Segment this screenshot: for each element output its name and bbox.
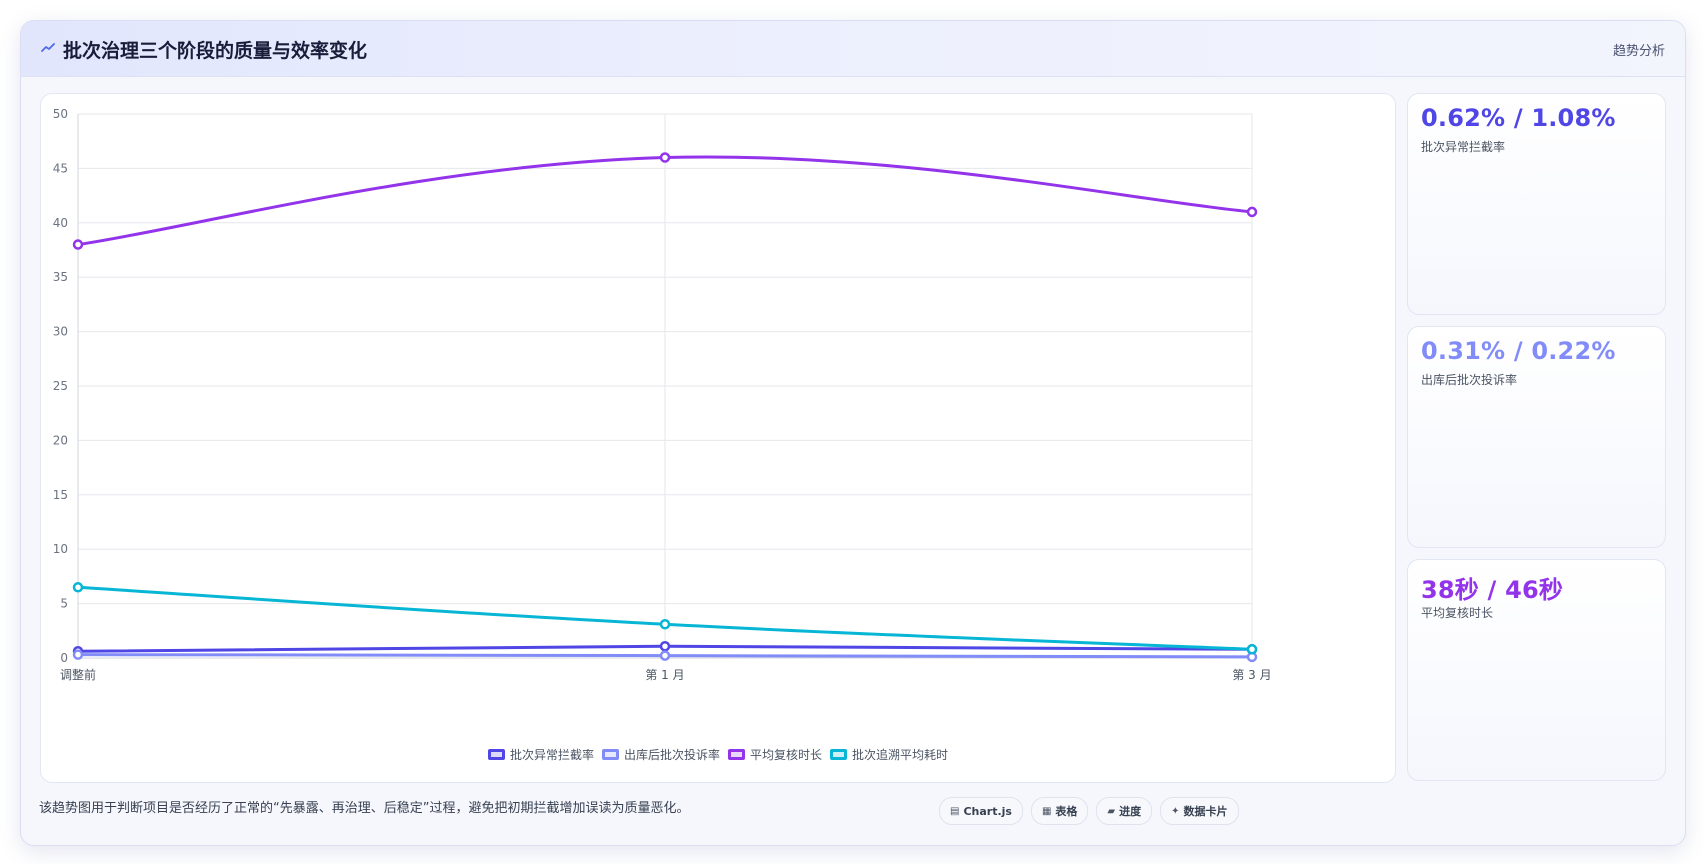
- y-tick-label: 10: [53, 542, 68, 556]
- legend-swatch: [601, 748, 619, 760]
- stat-label: 平均复核时长: [1421, 606, 1494, 620]
- y-tick-label: 20: [53, 433, 68, 447]
- legend-label: 平均复核时长: [750, 747, 823, 762]
- y-tick-label: 45: [53, 161, 68, 175]
- stat-label: 批次异常拦截率: [1421, 140, 1506, 154]
- stat-card-intercept: 0.62% / 1.08% 批次异常拦截率: [1407, 93, 1666, 315]
- y-tick-label: 50: [53, 107, 68, 121]
- data-card-icon: ✦: [1171, 805, 1180, 817]
- card-header: 批次治理三个阶段的质量与效率变化 趋势分析: [21, 21, 1685, 77]
- legend-swatch: [487, 748, 505, 760]
- data-point: [659, 640, 671, 652]
- stat-column: 0.62% / 1.08% 批次异常拦截率 0.31% / 0.22% 出库后批…: [1407, 93, 1666, 781]
- y-tick-label: 25: [53, 379, 68, 393]
- data-point: [72, 649, 84, 660]
- trend-card: 批次治理三个阶段的质量与效率变化 趋势分析 0 5 10 15 20 25 30 35 40 45…: [20, 20, 1686, 846]
- y-tick-label: 15: [53, 488, 68, 502]
- table-icon: ▦: [1041, 805, 1052, 817]
- stat-card-complaint: 0.31% / 0.22% 出库后批次投诉率: [1407, 326, 1666, 548]
- legend-item[interactable]: 平均复核时长: [728, 746, 822, 763]
- chart-icon: ▤: [950, 805, 960, 817]
- line-chart: 0 5 10 15 20 25 30 35 40 45 50 调整前 第 1 月 第 3 月: [53, 107, 1272, 682]
- chip-label: 进度: [1119, 805, 1142, 818]
- legend-item[interactable]: 出库后批次投诉率: [601, 746, 720, 763]
- chip-label: 数据卡片: [1183, 805, 1228, 818]
- x-tick-label: 调整前: [60, 667, 96, 682]
- data-point: [72, 582, 84, 593]
- data-point: [659, 619, 671, 630]
- stat-value: 0.62% / 1.08%: [1421, 104, 1616, 132]
- footer-note: 该趋势图用于判断项目是否经历了正常的“先暴露、再治理、后稳定”过程，避免把初期拦…: [39, 801, 690, 816]
- legend-swatch: [830, 748, 848, 760]
- y-tick-label: 30: [53, 325, 68, 339]
- x-tick-label: 第 1 月: [645, 668, 684, 682]
- legend-label: 出库后批次投诉率: [623, 747, 720, 762]
- chip-chartjs[interactable]: ▤ Chart.js: [939, 797, 1023, 825]
- card-title: 批次治理三个阶段的质量与效率变化: [63, 40, 368, 62]
- data-point: [659, 152, 671, 163]
- data-point: [1246, 644, 1258, 655]
- data-point: [72, 239, 84, 250]
- chip-label: 表格: [1055, 805, 1078, 818]
- trend-icon: [41, 43, 55, 52]
- chip-label: Chart.js: [963, 804, 1012, 818]
- progress-icon: ▰: [1107, 805, 1116, 817]
- chart-legend: 批次异常拦截率 出库后批次投诉率 平均复核时长 批次追溯平均耗时: [41, 745, 1395, 763]
- chip-progress[interactable]: ▰ 进度: [1096, 797, 1153, 825]
- legend-item[interactable]: 批次异常拦截率: [487, 746, 594, 763]
- y-tick-label: 5: [60, 597, 68, 611]
- y-tick-label: 0: [60, 651, 68, 665]
- legend-label: 批次异常拦截率: [509, 747, 594, 762]
- header-tag: 趋势分析: [1612, 44, 1665, 59]
- chip-table[interactable]: ▦ 表格: [1030, 797, 1089, 825]
- stat-value: 38秒 / 46秒: [1421, 576, 1564, 604]
- x-tick-label: 第 3 月: [1232, 668, 1271, 682]
- stat-label: 出库后批次投诉率: [1421, 373, 1518, 387]
- y-tick-label: 35: [53, 270, 68, 284]
- chip-data-card[interactable]: ✦ 数据卡片: [1160, 797, 1239, 825]
- y-tick-label: 40: [53, 216, 68, 230]
- chip-row: ▤ Chart.js ▦ 表格 ▰ 进度 ✦ 数据卡片: [939, 797, 1239, 825]
- stat-value: 0.31% / 0.22%: [1421, 337, 1616, 365]
- chart-panel: 0 5 10 15 20 25 30 35 40 45 50 调整前 第 1 月 第 3 月 批次异常拦截…: [40, 93, 1396, 783]
- data-point: [1246, 206, 1258, 218]
- data-point: [659, 650, 671, 661]
- stat-card-review-time: 38秒 / 46秒 平均复核时长: [1407, 559, 1666, 781]
- legend-swatch: [728, 748, 745, 760]
- legend-label: 批次追溯平均耗时: [852, 747, 949, 762]
- legend-item[interactable]: 批次追溯平均耗时: [830, 746, 948, 763]
